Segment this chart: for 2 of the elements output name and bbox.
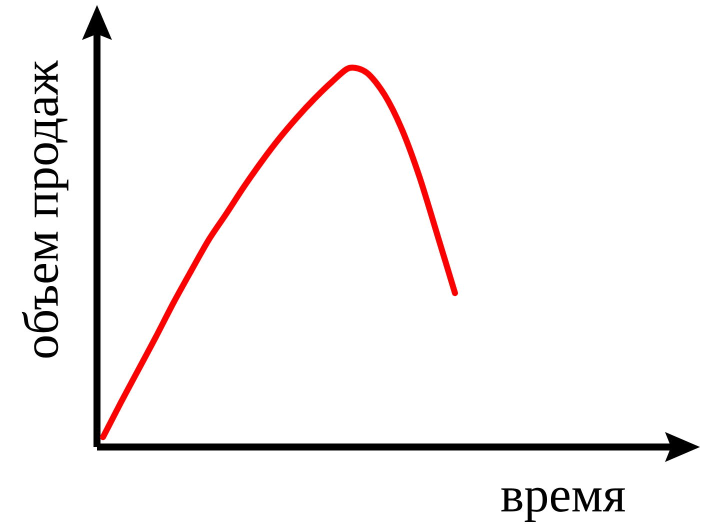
- y-axis-title: объем продаж: [22, 60, 68, 358]
- x-axis-title: время: [501, 488, 625, 522]
